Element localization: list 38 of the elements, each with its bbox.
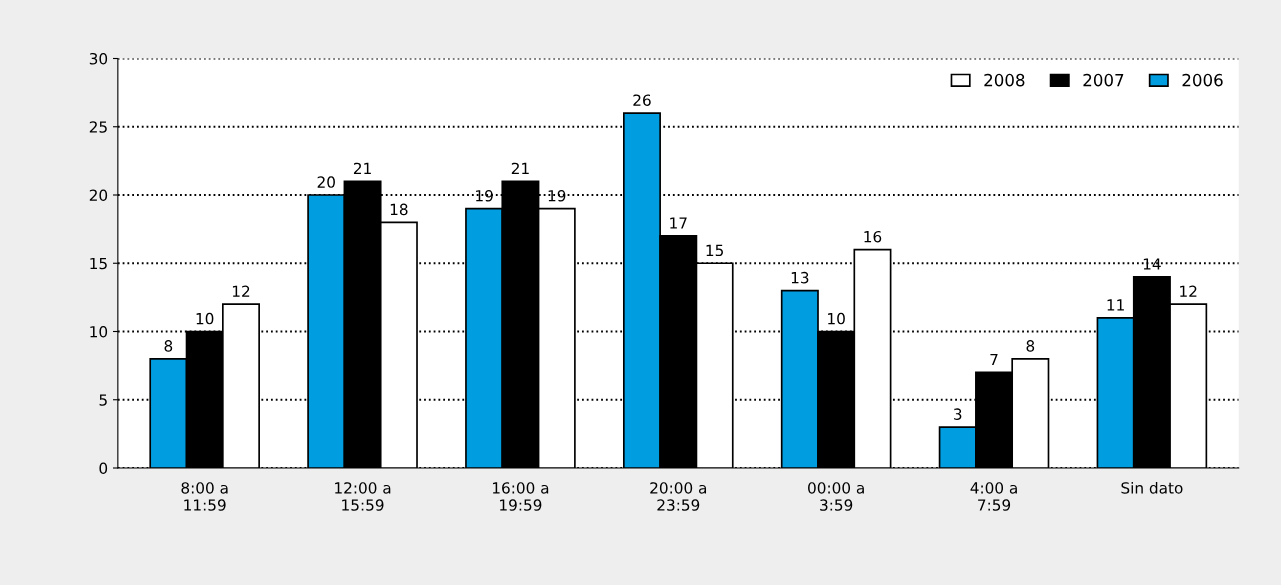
data-label: 13 — [791, 271, 809, 284]
data-label: 12 — [1180, 285, 1197, 297]
data-label: 12 — [232, 285, 250, 297]
y-tick-label: 25 — [89, 121, 107, 133]
data-label: 10 — [828, 312, 845, 325]
y-tick-label: 15 — [90, 257, 107, 270]
legend-label: 2007 — [1083, 73, 1124, 87]
data-label: 19 — [548, 189, 566, 202]
data-label: 10 — [196, 312, 214, 325]
y-tick-label: 0 — [99, 462, 108, 475]
x-tick-label: 12:00 a 15:59 — [335, 482, 391, 511]
data-label: 8 — [164, 340, 173, 352]
data-label: 20 — [317, 176, 335, 188]
y-tick-label: 10 — [90, 325, 108, 338]
data-label: 16 — [864, 230, 882, 243]
data-label: 26 — [633, 94, 651, 106]
y-tick-label: 30 — [89, 52, 108, 65]
data-label: 15 — [706, 244, 723, 257]
data-label: 17 — [670, 217, 687, 229]
x-tick-label: Sin dato — [1121, 481, 1183, 494]
data-label: 21 — [353, 162, 371, 175]
data-label: 3 — [954, 408, 962, 420]
data-label: 19 — [476, 189, 493, 202]
data-label: 21 — [511, 162, 529, 175]
data-label: 11 — [1107, 299, 1124, 311]
x-tick-label: 16:00 a 19:59 — [492, 482, 549, 511]
y-tick-label: 20 — [89, 189, 108, 202]
y-tick-label: 5 — [99, 394, 107, 406]
data-label: 7 — [990, 353, 998, 366]
legend-label: 2008 — [984, 73, 1025, 87]
x-tick-label: 20:00 a 23:59 — [650, 482, 707, 511]
data-label: 18 — [390, 203, 408, 216]
legend-label: 2006 — [1182, 73, 1223, 87]
data-label: 14 — [1143, 258, 1161, 270]
data-label: 8 — [1026, 340, 1035, 352]
x-tick-label: 8:00 a 11:59 — [181, 482, 228, 511]
x-tick-label: 00:00 a 3:59 — [808, 482, 864, 511]
x-tick-label: 4:00 a 7:59 — [970, 482, 1017, 511]
